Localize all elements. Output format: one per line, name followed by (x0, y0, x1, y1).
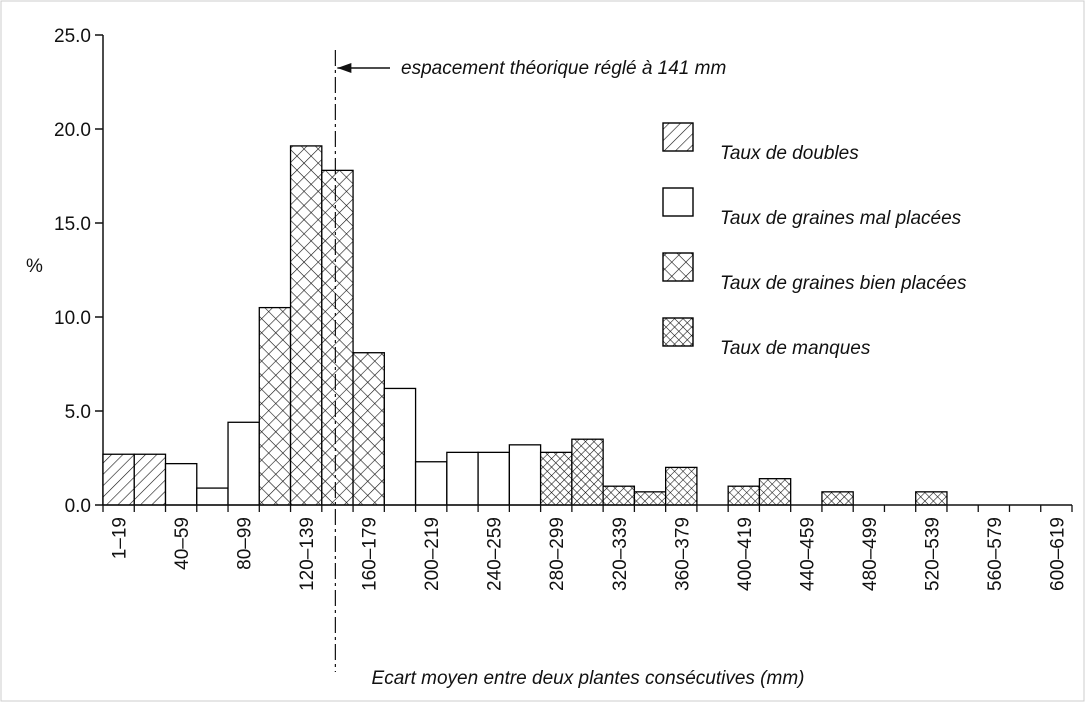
x-tick-label: 280–299 (547, 517, 568, 591)
annotation-arrow-head (337, 63, 352, 73)
legend-swatch (662, 317, 694, 347)
legend-label: Taux de manques (720, 338, 871, 359)
bar (915, 491, 948, 506)
y-tick-label: 5.0 (65, 402, 91, 423)
annotation: espacement théorique réglé à 141 mm (401, 58, 726, 79)
legend-swatch (662, 187, 694, 217)
bar (164, 462, 198, 506)
y-axis-label: % (26, 256, 43, 277)
y-tick-label: 25.0 (54, 26, 91, 47)
bar (258, 306, 292, 506)
bar (477, 451, 511, 506)
bar (446, 451, 479, 506)
bar (102, 453, 135, 506)
x-tick-label: 80–99 (235, 517, 256, 570)
bar (414, 461, 448, 506)
x-tick-label: 120–139 (297, 517, 318, 591)
bar (352, 352, 385, 506)
bar (289, 145, 323, 506)
bar (227, 421, 260, 506)
x-axis-label: Ecart moyen entre deux plantes consécuti… (372, 668, 805, 689)
x-tick-label: 240–259 (485, 517, 506, 591)
legend-label: Taux de graines mal placées (720, 208, 962, 229)
x-tick-label: 400–419 (735, 517, 756, 591)
bar (821, 491, 854, 506)
bar (196, 487, 229, 506)
legend-swatch (662, 252, 694, 282)
x-tick-label: 40–59 (172, 517, 193, 570)
bar (664, 466, 698, 506)
x-tick-label: 360–379 (672, 517, 693, 591)
x-tick-label: 560–579 (985, 517, 1006, 591)
bar (727, 485, 761, 506)
legend-label: Taux de doubles (720, 143, 859, 164)
x-tick-label: 200–219 (422, 517, 443, 591)
legend-label: Taux de graines bien placées (720, 273, 967, 294)
bar (508, 444, 542, 506)
y-tick-label: 15.0 (54, 214, 91, 235)
bar (758, 478, 792, 506)
y-tick-label: 0.0 (65, 496, 91, 517)
bar (602, 485, 636, 506)
x-tick-label: 440–459 (797, 517, 818, 591)
legend-swatch (662, 122, 694, 152)
x-tick-label: 1–19 (110, 517, 131, 559)
x-tick-label: 480–499 (860, 517, 881, 591)
bar (133, 453, 167, 506)
x-tick-label: 320–339 (610, 517, 631, 591)
y-tick-label: 20.0 (54, 120, 91, 141)
bar (539, 451, 573, 506)
bar (383, 387, 417, 506)
y-tick-label: 10.0 (54, 308, 91, 329)
bar (321, 169, 354, 506)
x-tick-label: 160–179 (360, 517, 381, 591)
x-tick-label: 520–539 (922, 517, 943, 591)
bar (571, 438, 604, 506)
bar (633, 491, 667, 506)
x-tick-label: 600–619 (1047, 517, 1068, 591)
